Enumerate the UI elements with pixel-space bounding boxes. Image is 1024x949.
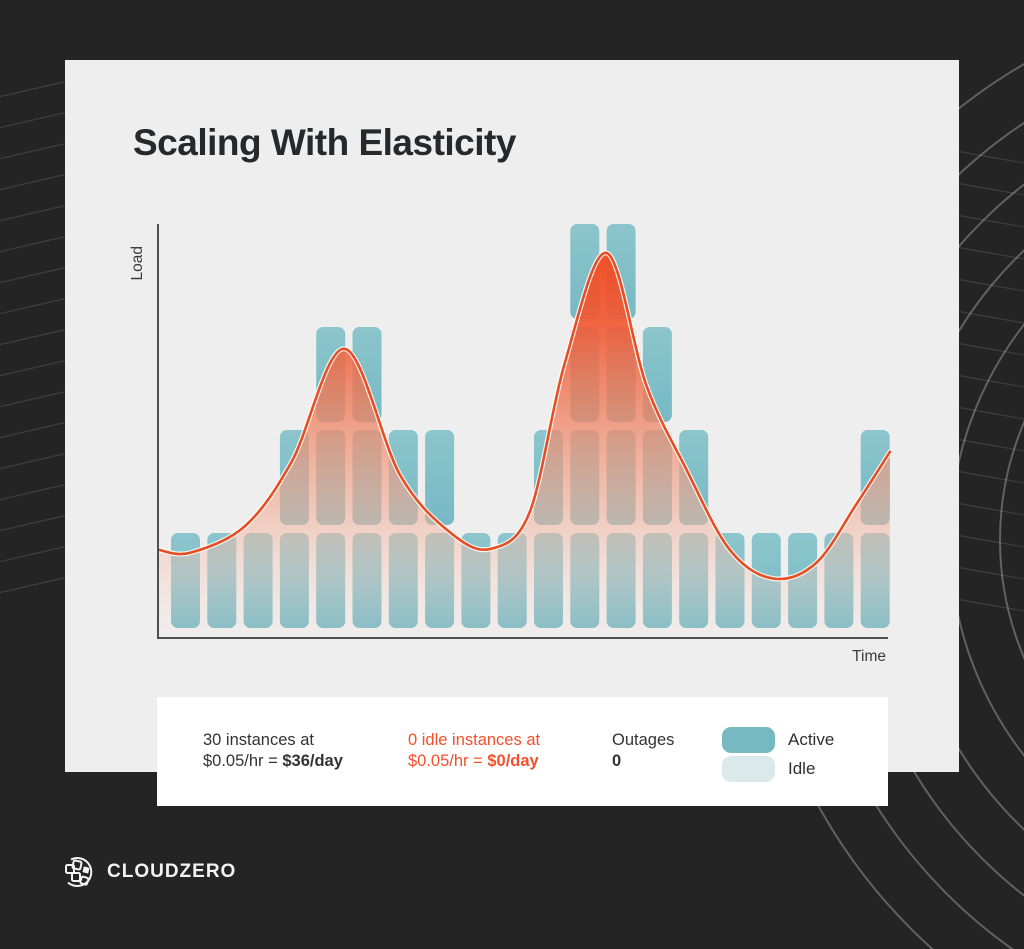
axes (157, 224, 888, 639)
stat-active-line1: 30 instances at (203, 731, 314, 749)
brand-footer: CLOUDZERO (60, 853, 236, 891)
stat-outages: Outages 0 (612, 730, 674, 772)
legend-swatch-active (722, 727, 775, 753)
legend-label-active: Active (788, 730, 835, 749)
cloudzero-logo-icon (65, 857, 93, 887)
legend-label-idle: Idle (788, 759, 816, 778)
brand-name: CLOUDZERO (107, 861, 237, 882)
instance-block (425, 430, 455, 525)
legend-swatch-idle (722, 756, 775, 782)
stat-outages-value: 0 (612, 752, 622, 770)
x-axis-label: Time (852, 648, 886, 665)
stat-outages-label: Outages (612, 731, 675, 749)
elasticity-chart: Load Time (129, 224, 893, 665)
stat-idle-cost: 0 idle instances at $0.05/hr = $0/day (408, 730, 540, 772)
stat-active-cost: 30 instances at $0.05/hr = $36/day (203, 730, 343, 772)
legend-row-active: Active (722, 727, 834, 753)
chart-legend: Active Idle (722, 727, 834, 785)
load-area-fill (158, 252, 890, 632)
load-curve (156, 251, 892, 581)
y-axis-label: Load (129, 246, 146, 280)
stat-idle-line1: 0 idle instances at (408, 731, 541, 749)
stat-idle-line2: $0.05/hr = $0/day (408, 752, 539, 770)
chart-title: Scaling With Elasticity (133, 122, 516, 163)
chart-card: Scaling With Elasticity Load Time (65, 60, 959, 772)
stat-active-line2: $0.05/hr = $36/day (203, 752, 343, 770)
legend-row-idle: Idle (722, 756, 834, 782)
